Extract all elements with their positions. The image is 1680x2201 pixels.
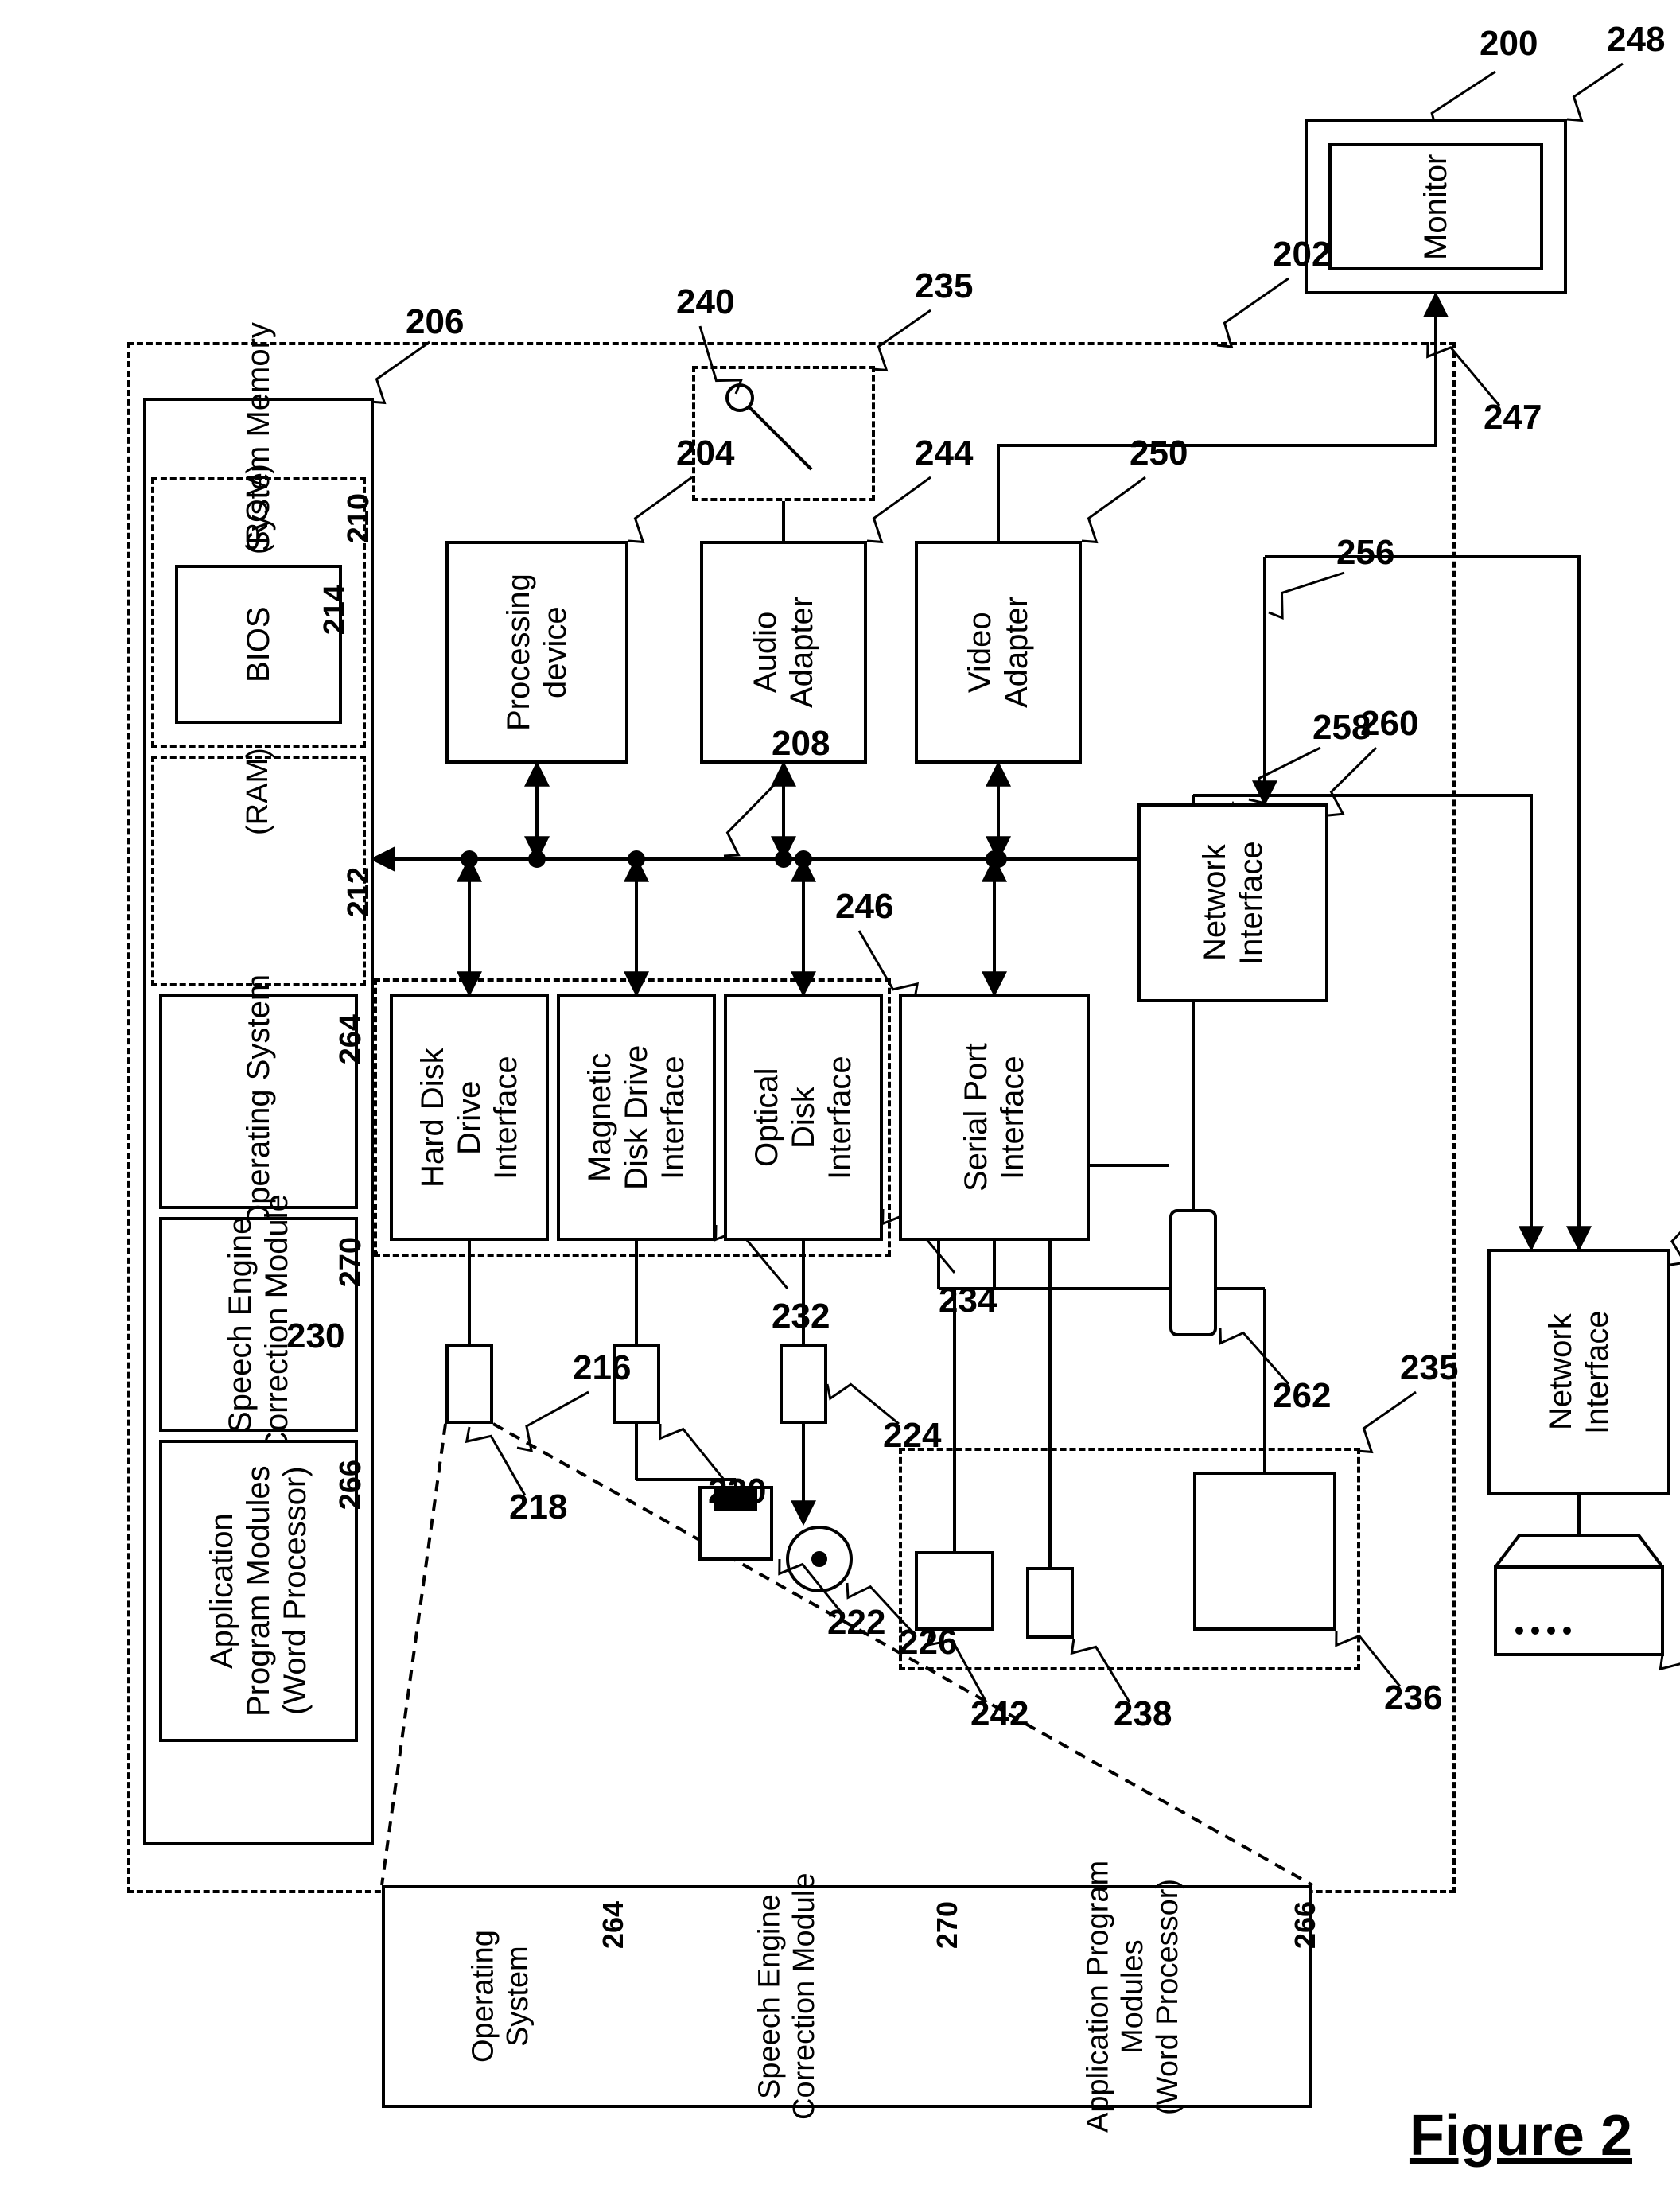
- ref-number: 200: [1480, 24, 1538, 64]
- label: Monitor: [1328, 143, 1543, 270]
- ref-number: 232: [772, 1297, 830, 1337]
- ref-number: 250: [1130, 434, 1188, 474]
- io-device-large: [1193, 1472, 1336, 1631]
- ref-number: 202: [1273, 235, 1331, 275]
- ref-number: 212: [342, 867, 377, 917]
- ref-number: 210: [342, 493, 377, 543]
- ref-number: 230: [286, 1316, 344, 1357]
- label: BIOS: [175, 565, 342, 724]
- ref-number: 218: [509, 1487, 567, 1528]
- hdd-drive: [445, 1344, 493, 1424]
- label: Video Adapter: [915, 541, 1082, 764]
- label: Optical Disk Interface: [724, 994, 883, 1241]
- label: Network Interface: [1138, 803, 1328, 1002]
- label: (ROM): [151, 477, 366, 541]
- ref-number: 246: [835, 887, 893, 927]
- ref-number: 256: [1336, 533, 1394, 574]
- label: Processing device: [445, 541, 628, 764]
- label: Application Program Modules (Word Proces…: [159, 1440, 358, 1742]
- ref-number: 244: [915, 434, 973, 474]
- ref-number: 222: [827, 1603, 885, 1643]
- ref-number: 204: [676, 434, 734, 474]
- ref-number: 214: [318, 585, 353, 635]
- label: Serial Port Interface: [899, 994, 1090, 1241]
- ref-number: 264: [597, 1901, 629, 1949]
- ref-number: 216: [573, 1348, 631, 1389]
- ref-number: 208: [772, 724, 830, 764]
- io-device-small: [1026, 1567, 1074, 1639]
- label: Hard Disk Drive Interface: [390, 994, 549, 1241]
- ref-number: 235: [915, 266, 973, 307]
- label: Operating System: [382, 1885, 620, 2108]
- diagram-stage: Figure 2 MonitorProcessing deviceAudio A…: [0, 0, 1680, 2201]
- label: Application Program Modules (Word Proces…: [955, 1885, 1312, 2108]
- ref-number: 270: [931, 1901, 963, 1949]
- ref-number: 240: [676, 282, 734, 323]
- ref-number: 242: [970, 1694, 1029, 1735]
- label: Magnetic Disk Drive Interface: [557, 994, 716, 1241]
- ref-number: 224: [883, 1416, 941, 1456]
- io-device-square: [915, 1551, 994, 1631]
- ref-number: 235: [1400, 1348, 1458, 1389]
- label: Operating System: [159, 994, 358, 1209]
- ref-number: 266: [1289, 1901, 1321, 1949]
- ref-number: 236: [1384, 1678, 1442, 1719]
- label: (RAM): [151, 756, 366, 827]
- label: Network Interface: [1488, 1249, 1670, 1495]
- ref-number: 260: [1360, 704, 1418, 745]
- opt-drive: [780, 1344, 827, 1424]
- ref-number: 226: [899, 1623, 957, 1663]
- ref-number: 264: [334, 1014, 369, 1064]
- ref-number: 248: [1607, 20, 1665, 60]
- modem: [1169, 1209, 1217, 1336]
- ref-number: 234: [939, 1281, 997, 1321]
- ref-number: 220: [708, 1472, 766, 1512]
- figure-label: Figure 2: [1410, 2103, 1632, 2169]
- ref-number: 262: [1273, 1376, 1331, 1417]
- ref-number: 247: [1484, 398, 1542, 438]
- ref-number: 270: [334, 1237, 369, 1287]
- ref-number: 238: [1114, 1694, 1172, 1735]
- label: Speech Engine Correction Module: [620, 1885, 955, 2108]
- ref-number: 266: [334, 1460, 369, 1510]
- ref-number: 206: [406, 302, 464, 343]
